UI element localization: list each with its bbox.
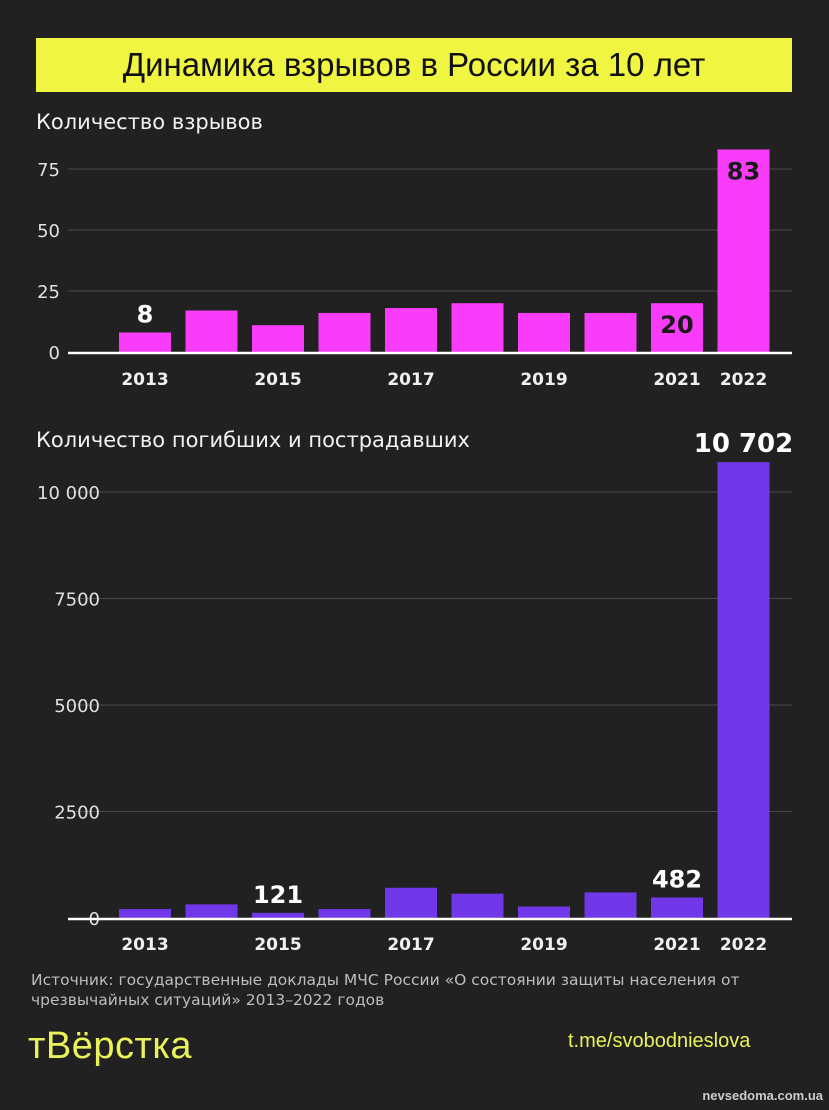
x-tick-label: 2013: [121, 935, 168, 955]
x-tick-label: 2015: [254, 370, 301, 390]
page-title: Динамика взрывов в России за 10 лет: [36, 38, 792, 92]
bar-2017: [385, 308, 437, 352]
bar-2019: [518, 312, 570, 352]
x-tick-label: 2021: [653, 370, 700, 390]
bar-2016: [318, 909, 371, 918]
bar-2014: [185, 310, 238, 352]
y-tick-label: 50: [37, 221, 60, 242]
x-tick-label: 2015: [254, 935, 301, 955]
bar-2015: [252, 325, 304, 352]
x-tick-label: 2022: [720, 370, 767, 390]
x-tick-label: 2017: [387, 935, 434, 955]
x-tick-label: 2022: [720, 935, 767, 955]
source-note: Источник: государственные доклады МЧС Ро…: [31, 971, 740, 1009]
x-tick-label: 2017: [387, 370, 434, 390]
bar-2017: [385, 887, 437, 918]
chart1-title: Количество взрывов: [36, 110, 263, 134]
bar-2015: [252, 912, 304, 918]
bar-2014: [185, 904, 238, 918]
x-tick-label: 2013: [121, 370, 168, 390]
bar-2021: [651, 897, 703, 918]
bar-2018: [451, 893, 504, 918]
y-tick-label: 5000: [54, 696, 100, 717]
y-tick-label: 0: [49, 343, 60, 364]
bar-2018: [451, 303, 504, 352]
channel-link[interactable]: t.me/svobodnieslova: [568, 1030, 751, 1052]
y-tick-label: 7500: [54, 590, 100, 611]
bar-2013: [119, 909, 171, 918]
bar-2022: [717, 149, 770, 352]
logo: тВёрстка: [28, 1025, 193, 1067]
x-tick-label: 2021: [653, 935, 700, 955]
data-label: 10 702: [694, 429, 794, 459]
bar-2013: [119, 332, 171, 352]
watermark: nevsedoma.com.ua: [702, 1088, 823, 1103]
x-tick-label: 2019: [520, 935, 567, 955]
y-tick-label: 2500: [54, 803, 100, 824]
x-tick-label: 2019: [520, 370, 567, 390]
chart2-title: Количество погибших и пострадавших: [36, 428, 470, 452]
data-label: 482: [652, 865, 702, 893]
bar-2020: [584, 312, 637, 352]
bar-2019: [518, 906, 570, 918]
data-label: 121: [253, 881, 303, 909]
bar-2020: [584, 892, 637, 918]
y-tick-label: 25: [37, 282, 60, 303]
bar-2016: [318, 312, 371, 352]
data-label: 8: [137, 300, 154, 328]
data-label: 20: [660, 311, 693, 339]
bar-2022: [717, 462, 770, 918]
y-tick-label: 10 000: [37, 483, 100, 504]
y-tick-label: 75: [37, 160, 60, 181]
data-label: 83: [727, 157, 760, 185]
bar-2021: [651, 303, 703, 352]
